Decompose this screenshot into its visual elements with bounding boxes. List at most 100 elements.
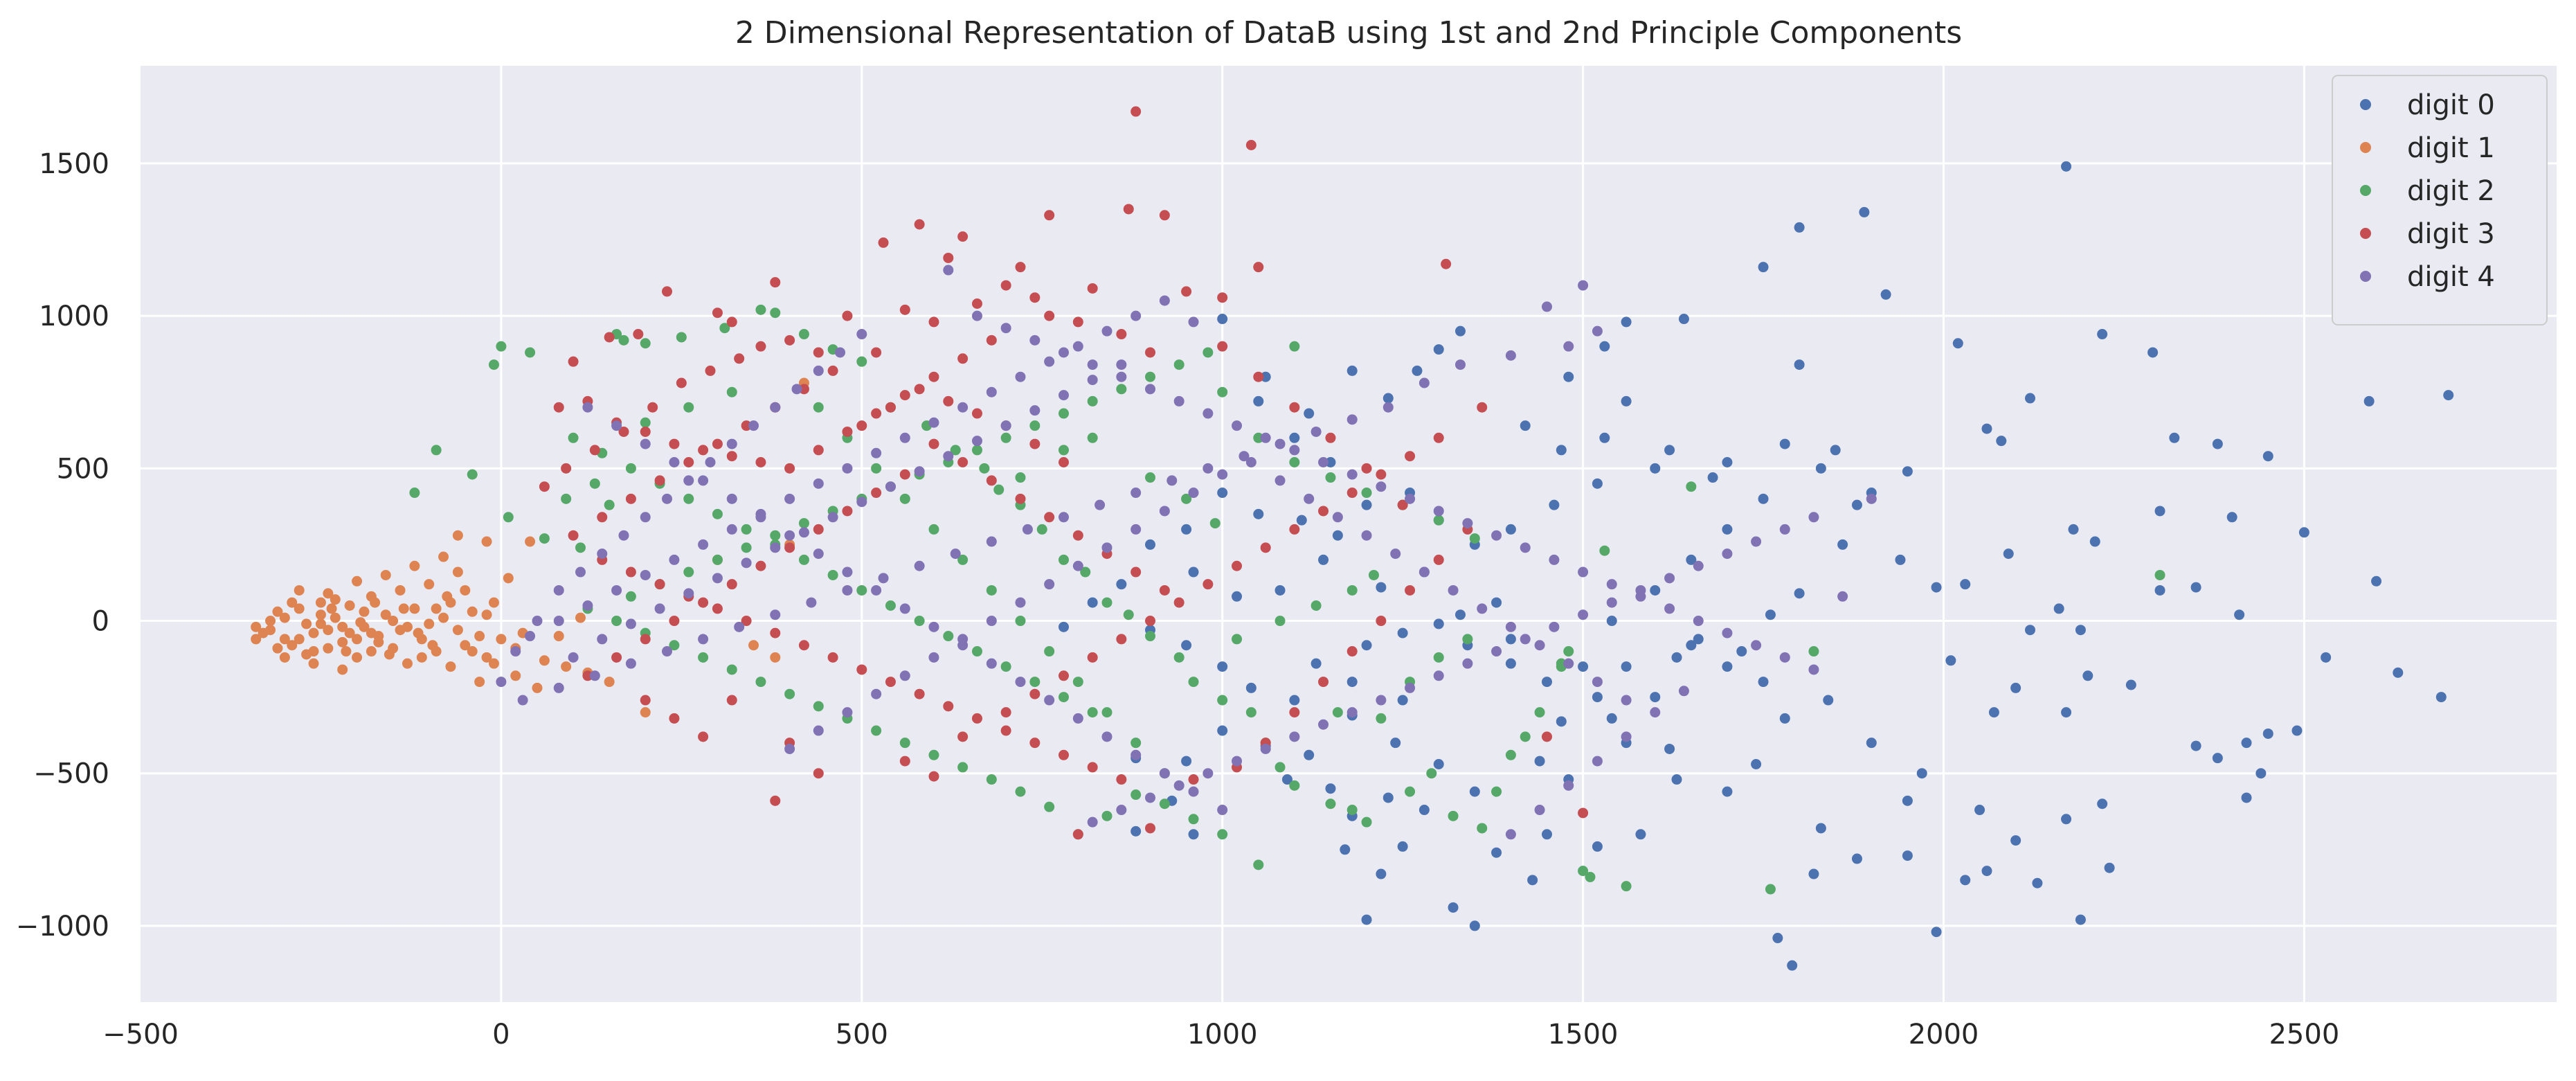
data-point [1469,786,1480,797]
data-point [1253,432,1264,443]
data-point [1000,725,1011,736]
data-point [1722,627,1733,638]
data-point [1181,493,1192,504]
data-point [1397,841,1408,852]
data-point [1758,262,1769,273]
data-point [1181,756,1192,767]
data-point [2097,798,2108,810]
data-point [1794,588,1805,599]
data-point [842,566,853,578]
data-point [604,677,615,688]
data-point [1318,554,1329,565]
data-point [698,475,709,486]
data-point [979,463,990,474]
data-point [2169,432,2180,443]
data-point [1527,875,1538,886]
data-point [971,298,982,310]
data-point [1058,621,1069,632]
data-point [1390,548,1401,560]
data-point [1635,584,1646,596]
data-point [1116,579,1127,590]
data-point [871,447,882,458]
data-point [914,466,925,477]
data-point [683,566,694,578]
data-point [1621,695,1632,706]
data-point [1159,768,1170,779]
data-point [1505,829,1516,840]
data-point [1310,600,1322,611]
data-point [1015,786,1026,797]
data-point [928,749,939,760]
data-point [993,484,1005,495]
data-point [899,304,910,315]
data-point [1534,640,1545,651]
data-point [1578,280,1589,291]
data-point [1044,695,1055,706]
data-point [1390,738,1401,749]
data-point [871,463,882,474]
data-point [943,631,954,642]
data-point [1131,749,1142,760]
data-point [748,640,759,651]
data-point [784,688,795,699]
data-point [1173,652,1185,663]
data-point [1058,347,1069,358]
data-point [1599,432,1610,443]
data-point [1578,609,1589,620]
data-point [1058,692,1069,703]
data-point [770,307,781,319]
data-point [640,426,651,437]
data-point [1289,341,1300,352]
data-point [1232,591,1243,602]
data-points [251,106,2454,971]
data-point [452,625,463,636]
data-point [496,341,507,352]
data-point [1808,646,1819,657]
data-point [1346,365,1358,376]
data-point [669,438,680,449]
data-point [1960,875,1971,886]
data-point [741,542,752,553]
data-point [856,584,867,596]
data-point [871,584,882,596]
data-point [553,402,564,413]
data-point [625,566,636,578]
data-point [928,524,939,535]
data-point [1441,258,1452,269]
data-point [402,621,413,632]
data-point [1664,743,1675,754]
data-point [1101,731,1113,742]
data-point [770,530,781,541]
legend-box [2332,75,2548,325]
data-point [326,603,337,614]
data-point [589,445,600,456]
data-point [1808,512,1819,523]
data-point [899,469,910,480]
data-point [1022,524,1033,535]
data-point [928,621,939,632]
data-point [582,402,593,413]
data-point [1188,488,1199,499]
data-point [1418,566,1430,578]
data-point [1116,774,1127,785]
data-point [1245,707,1257,718]
data-point [539,481,550,492]
data-point [1693,560,1704,571]
data-point [856,497,867,508]
data-point [380,569,391,580]
data-point [294,584,305,596]
data-point [640,695,651,706]
x-tick-label: 1500 [1548,1019,1619,1051]
data-point [914,384,925,395]
data-point [1131,488,1142,499]
data-point [413,627,424,638]
data-point [726,579,737,590]
x-tick-label: 0 [492,1019,510,1051]
data-point [741,616,752,627]
data-point [1260,371,1271,382]
data-point [986,475,997,486]
data-point [597,634,608,645]
data-point [755,304,766,315]
data-point [698,597,709,608]
data-point [1606,713,1617,724]
